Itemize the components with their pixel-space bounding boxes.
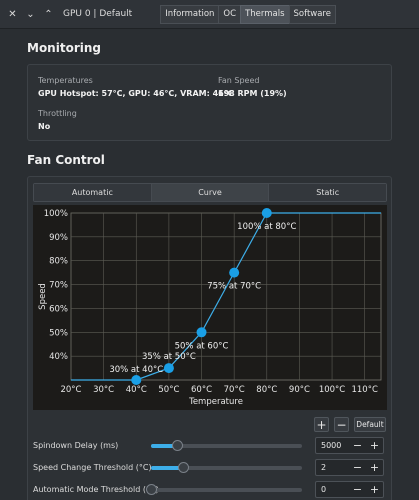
fan-mode-selector: Automatic Curve Static xyxy=(33,183,387,202)
point-label: 35% at 50°C xyxy=(142,352,196,362)
tab-bar: Information OC Thermals Software xyxy=(160,4,336,24)
x-tick-label: 110°C xyxy=(351,385,377,395)
add-point-button[interactable]: + xyxy=(314,417,329,432)
close-icon[interactable]: ✕ xyxy=(8,8,17,20)
fan-control-title: Fan Control xyxy=(27,153,105,167)
decrement-button[interactable]: − xyxy=(352,483,363,496)
curve-point[interactable] xyxy=(131,375,142,385)
slider-handle[interactable] xyxy=(177,462,189,473)
curve-point[interactable] xyxy=(196,327,207,338)
x-tick-label: 100°C xyxy=(319,385,345,395)
slider-handle[interactable] xyxy=(171,440,183,451)
x-tick-label: 30°C xyxy=(93,385,114,395)
slider-fill xyxy=(151,466,183,470)
slider-fill xyxy=(151,444,177,448)
increment-button[interactable]: + xyxy=(369,483,380,496)
curve-point[interactable] xyxy=(261,208,272,218)
title-bar: ✕ ⌄ ⌃ GPU 0 | Default Information OC The… xyxy=(0,0,419,29)
x-tick-label: 70°C xyxy=(224,385,245,395)
auto-threshold-label: Automatic Mode Threshold (°C) xyxy=(33,485,159,494)
curve-point[interactable] xyxy=(229,267,240,278)
throttling-label: Throttling xyxy=(38,109,77,118)
y-tick-label: 40% xyxy=(49,352,68,362)
y-tick-label: 70% xyxy=(49,281,68,291)
chevron-down-icon[interactable]: ⌄ xyxy=(26,8,35,20)
chevron-up-icon[interactable]: ⌃ xyxy=(44,8,53,20)
x-tick-label: 90°C xyxy=(289,385,310,395)
temperatures-value: GPU Hotspot: 57°C, GPU: 46°C, VRAM: 46°C xyxy=(38,89,234,98)
spinbox-value[interactable]: 0 xyxy=(321,485,327,494)
monitoring-panel: Temperatures GPU Hotspot: 57°C, GPU: 46°… xyxy=(27,64,392,141)
curve-point[interactable] xyxy=(163,363,174,374)
tab-thermals[interactable]: Thermals xyxy=(240,4,290,24)
speed-threshold-label: Speed Change Threshold (°C) xyxy=(33,463,152,472)
spindown-delay-spinbox[interactable]: 5000 − + xyxy=(315,437,384,454)
gpu-selector[interactable]: GPU 0 | Default xyxy=(63,9,133,19)
fan-curve-line xyxy=(71,212,381,381)
remove-point-button[interactable]: − xyxy=(334,417,349,432)
fan-speed-value: 198 RPM (19%) xyxy=(218,89,287,98)
decrement-button[interactable]: − xyxy=(352,439,363,452)
mode-static[interactable]: Static xyxy=(269,184,387,201)
point-label: 75% at 70°C xyxy=(207,282,261,292)
auto-threshold-slider[interactable] xyxy=(146,484,302,495)
increment-button[interactable]: + xyxy=(369,461,380,474)
y-tick-label: 50% xyxy=(49,328,68,338)
fan-curve-chart[interactable]: 20°C 30°C 40°C 50°C 60°C 70°C 80°C 90°C 100°C 110… xyxy=(33,205,387,410)
slider-handle[interactable] xyxy=(146,484,157,495)
monitoring-title: Monitoring xyxy=(27,41,101,55)
tab-information[interactable]: Information xyxy=(160,4,220,24)
temperatures-label: Temperatures xyxy=(38,76,93,85)
x-tick-label: 80°C xyxy=(256,385,277,395)
fan-curve-svg[interactable]: 20°C 30°C 40°C 50°C 60°C 70°C 80°C 90°C 100°C 110… xyxy=(33,205,387,410)
y-axis-label: Speed xyxy=(38,283,48,310)
x-tick-label: 60°C xyxy=(191,385,212,395)
y-tick-label: 60% xyxy=(49,304,68,314)
point-label: 100% at 80°C xyxy=(237,222,296,232)
point-label: 50% at 60°C xyxy=(175,341,229,351)
y-tick-label: 90% xyxy=(49,233,68,243)
mode-curve[interactable]: Curve xyxy=(151,184,270,201)
increment-button[interactable]: + xyxy=(369,439,380,452)
tab-software[interactable]: Software xyxy=(288,4,336,24)
auto-threshold-spinbox[interactable]: 0 − + xyxy=(315,481,384,498)
speed-threshold-spinbox[interactable]: 2 − + xyxy=(315,459,384,476)
x-tick-label: 20°C xyxy=(60,385,81,395)
point-label: 30% at 40°C xyxy=(109,365,163,375)
tab-oc[interactable]: OC xyxy=(218,4,242,24)
default-button[interactable]: Default xyxy=(354,417,386,432)
x-tick-label: 50°C xyxy=(158,385,179,395)
fan-speed-label: Fan Speed xyxy=(218,76,260,85)
spindown-delay-label: Spindown Delay (ms) xyxy=(33,441,119,450)
y-tick-label: 80% xyxy=(49,257,68,267)
x-tick-label: 40°C xyxy=(126,385,147,395)
spinbox-value[interactable]: 2 xyxy=(321,463,327,472)
spindown-delay-slider[interactable] xyxy=(151,440,302,451)
plot-frame xyxy=(70,212,382,381)
decrement-button[interactable]: − xyxy=(352,461,363,474)
x-axis-label: Temperature xyxy=(188,397,243,407)
speed-threshold-slider[interactable] xyxy=(151,462,302,473)
spinbox-value[interactable]: 5000 xyxy=(321,441,342,450)
mode-automatic[interactable]: Automatic xyxy=(34,184,152,201)
throttling-value: No xyxy=(38,122,51,131)
y-tick-label: 100% xyxy=(44,209,68,219)
